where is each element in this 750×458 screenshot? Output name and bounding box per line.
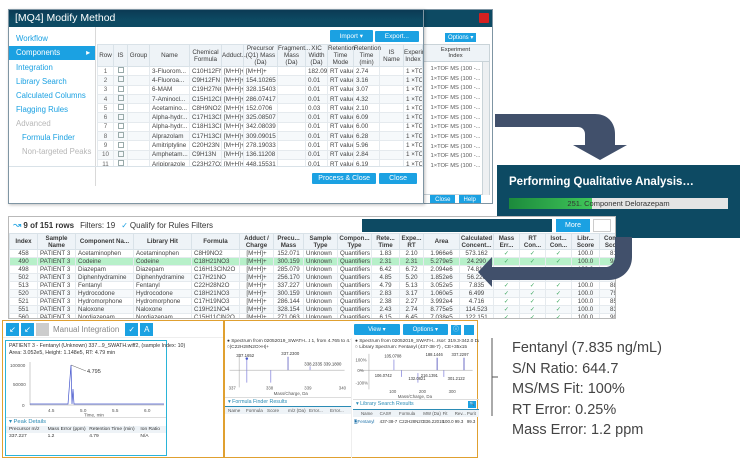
svg-text:216.1391: 216.1391 [421,373,439,378]
svg-text:188.1446: 188.1446 [426,352,444,357]
svg-text:337.2297: 337.2297 [452,352,470,357]
svg-text:105.0708: 105.0708 [384,354,402,359]
svg-text:6.0: 6.0 [144,408,151,413]
svg-text:338: 338 [266,385,274,390]
svg-text:-100%: -100% [356,381,369,386]
svg-text:Mass/Charge, Da: Mass/Charge, Da [274,391,309,396]
svg-text:Time, min: Time, min [84,412,104,417]
svg-text:339: 339 [304,385,312,390]
svg-text:337.2300: 337.2300 [281,351,300,356]
svg-text:337: 337 [229,385,237,390]
svg-text:0%: 0% [357,368,363,373]
svg-text:Mass/Charge, Da: Mass/Charge, Da [398,394,433,399]
svg-text:100: 100 [389,389,397,394]
svg-text:301.2122: 301.2122 [448,376,466,381]
svg-text:0: 0 [22,403,25,408]
svg-text:339.1800: 339.1800 [323,361,342,366]
svg-text:50000: 50000 [13,382,26,387]
svg-text:300: 300 [449,389,457,394]
svg-text:337.1652: 337.1652 [236,353,255,358]
svg-text:4.5: 4.5 [48,408,55,413]
svg-text:100000: 100000 [10,363,26,368]
svg-text:5.5: 5.5 [112,408,119,413]
svg-text:106.0742: 106.0742 [375,373,393,378]
svg-text:340: 340 [339,385,347,390]
svg-text:4.795: 4.795 [87,369,101,375]
svg-text:100%: 100% [356,358,367,363]
svg-text:338.2335: 338.2335 [304,361,323,366]
